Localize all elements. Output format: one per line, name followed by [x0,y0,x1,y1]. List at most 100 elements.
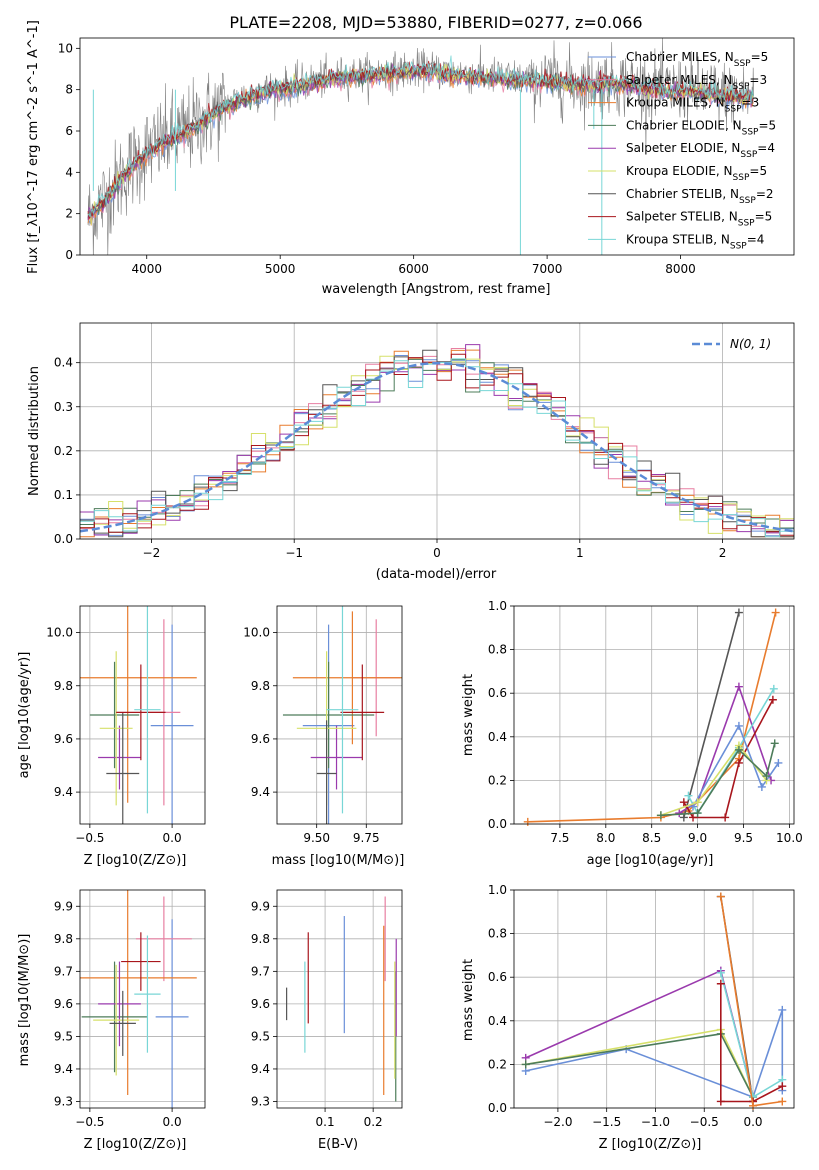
spectrum-x-tick-label: 6000 [398,262,429,276]
massweight_vs_Z-y-tick-label: 1.0 [488,883,507,897]
age-vs-mass-x-label: mass [log10(M/M⊙)] [272,853,405,868]
massweight_vs_age-point-marker [769,684,778,693]
spectrum-title: PLATE=2208, MJD=53880, FIBERID=0277, z=0… [229,13,642,32]
age_vs_mass-x-tick-label: 9.75 [353,831,380,845]
massweight_vs_age-point-marker [768,695,777,704]
mass_vs_ebv-y-tick-label: 9.5 [251,1029,270,1043]
massweight_vs_Z-point-marker [749,1101,758,1110]
mass-vs-Z-plot-area: −0.5 0.0 9.3 9.4 9.5 9.6 9.7 9.8 9.9 [54,889,206,1129]
massweight-vs-age-panel: 7.5 8.0 8.5 9.0 9.5 10.0 0.0 0.2 0.4 0.6 0.8 1.0 ag… [461,599,803,868]
massweight_vs_age-point-marker [762,772,771,781]
residuals-y-tick-label: 0.2 [54,444,73,458]
massweight_vs_age-x-tick-label: 9.5 [734,831,753,845]
massweight_vs_age-point-marker [734,745,743,754]
mass_vs_ebv-y-tick-label: 9.3 [251,1094,270,1108]
massweight-vs-Z-x-label: Z [log10(Z/Z⊙)] [599,1137,702,1152]
spectrum-y-tick-label: 0 [65,248,73,262]
age-vs-mass-panel: 9.50 9.75 9.4 9.6 9.8 10.0 mass [log10(M/M⊙)] [243,605,405,868]
age_vs_Z-y-tick-label: 9.4 [54,785,73,799]
legend-value: =3 [749,73,767,87]
massweight_vs_age-point-marker [679,798,688,807]
mass_vs_ebv-y-tick-label: 9.4 [251,1062,270,1076]
mass_vs_ebv-x-tick-label: 0.1 [316,1115,335,1129]
massweight_vs_age-x-tick-label: 8.0 [596,831,615,845]
age_vs_Z-y-tick-label: 9.6 [54,732,73,746]
age-vs-Z-x-label: Z [log10(Z/Z⊙)] [84,853,187,868]
massweight_vs_age-point-marker [734,721,743,730]
spectrum-frame [79,37,795,256]
legend-subscript: SSP [733,82,750,92]
massweight_vs_age-point-marker [679,813,688,822]
massweight_vs_age-point-marker [757,782,766,791]
massweight_vs_age-point-marker [721,813,730,822]
mass-vs-ebv-plot-area: 0.1 0.2 9.3 9.4 9.5 9.6 9.7 9.8 9.9 [251,889,403,1129]
residuals-x-tick-label: −1 [285,546,303,560]
massweight_vs_Z-point-marker [778,1082,787,1091]
massweight_vs_Z-x-tick-label: −2.0 [543,1115,572,1129]
legend-value: =4 [757,141,775,155]
spectrum-y-tick-label: 2 [65,207,73,221]
residuals-panel: −2 −1 0 1 2 0.0 0.1 0.2 0.3 0.4 N(0, 1) (data-mode… [27,322,795,582]
massweight_vs_age-series-line [692,724,780,807]
spectrum-x-tick-label: 4000 [131,262,162,276]
legend-subscript: SSP [734,59,751,69]
massweight_vs_Z-y-tick-label: 0.2 [488,1057,507,1071]
residuals-y-tick-label: 0.4 [54,356,73,370]
massweight_vs_age-point-marker [675,809,684,818]
mass_vs_Z-y-tick-label: 9.4 [54,1062,73,1076]
legend-value: =4 [747,232,765,246]
residuals-frame [79,322,795,540]
mass_vs_ebv-frame [276,889,403,1109]
legend-subscript: SSP [730,241,747,251]
age_vs_Z-x-tick-label: −0.5 [75,831,104,845]
massweight_vs_Z-point-marker [521,1060,530,1069]
mass_vs_Z-frame [79,889,206,1109]
massweight_vs_age-point-marker [771,608,780,617]
age_vs_mass-y-tick-label: 10.0 [243,626,270,640]
age-vs-Z-panel: −0.5 0.0 9.4 9.6 9.8 10.0 Z [log10(Z/Z⊙)] age… [17,605,206,868]
massweight_vs_age-frame [513,605,795,825]
massweight_vs_age-x-tick-label: 7.5 [550,831,569,845]
mass_vs_Z-y-tick-label: 9.8 [54,932,73,946]
mass-vs-Z-y-label: mass [log10(M/M⊙)] [17,934,32,1067]
residuals-x-tick-label: 1 [576,546,584,560]
mass_vs_Z-y-tick-label: 9.9 [54,899,73,913]
residuals-y-label: Normed distribution [27,366,42,496]
age_vs_Z-x-tick-label: 0.0 [163,831,182,845]
massweight_vs_Z-point-marker [716,968,725,977]
mass-vs-ebv-panel: 0.1 0.2 9.3 9.4 9.5 9.6 9.7 9.8 9.9 E(B-V) [251,889,403,1152]
legend-value: =3 [742,96,760,110]
massweight_vs_Z-point-marker [716,979,725,988]
residuals-y-tick-label: 0.1 [54,488,73,502]
legend-subscript: SSP [739,196,756,206]
massweight_vs_Z-point-marker [716,892,725,901]
spectrum-y-tick-label: 6 [65,124,73,138]
residuals-x-tick-label: 2 [719,546,727,560]
normal-reference-curve [80,361,794,533]
massweight_vs_age-point-marker [684,791,693,800]
massweight_vs_Z-y-tick-label: 0.8 [488,927,507,941]
legend-value: =2 [756,187,774,201]
legend-value: =5 [749,164,767,178]
massweight_vs_Z-x-tick-label: −1.0 [641,1115,670,1129]
massweight_vs_age-x-tick-label: 9.0 [688,831,707,845]
massweight_vs_Z-x-tick-label: −0.5 [690,1115,719,1129]
spectrum-x-label: wavelength [Angstrom, rest frame] [322,282,551,297]
mass_vs_Z-y-tick-label: 9.6 [54,997,73,1011]
mass_vs_ebv-y-tick-label: 9.6 [251,997,270,1011]
massweight_vs_age-point-marker [734,608,743,617]
age_vs_mass-y-tick-label: 9.6 [251,732,270,746]
massweight-vs-age-y-label: mass weight [461,674,476,756]
histogram-step-line [80,349,794,538]
massweight_vs_age-series-line [683,612,740,818]
massweight_vs_age-point-marker [734,758,743,767]
age-vs-Z-plot-area: −0.5 0.0 9.4 9.6 9.8 10.0 [46,605,206,845]
normal-legend-label: N(0, 1) [730,337,771,351]
massweight_vs_Z-y-tick-label: 0.6 [488,970,507,984]
massweight_vs_Z-y-tick-label: 0.4 [488,1014,507,1028]
massweight_vs_age-point-marker [693,809,702,818]
legend-subscript: SSP [725,105,742,115]
massweight_vs_Z-x-tick-label: −1.5 [592,1115,621,1129]
spectrum-y-tick-label: 4 [65,165,73,179]
